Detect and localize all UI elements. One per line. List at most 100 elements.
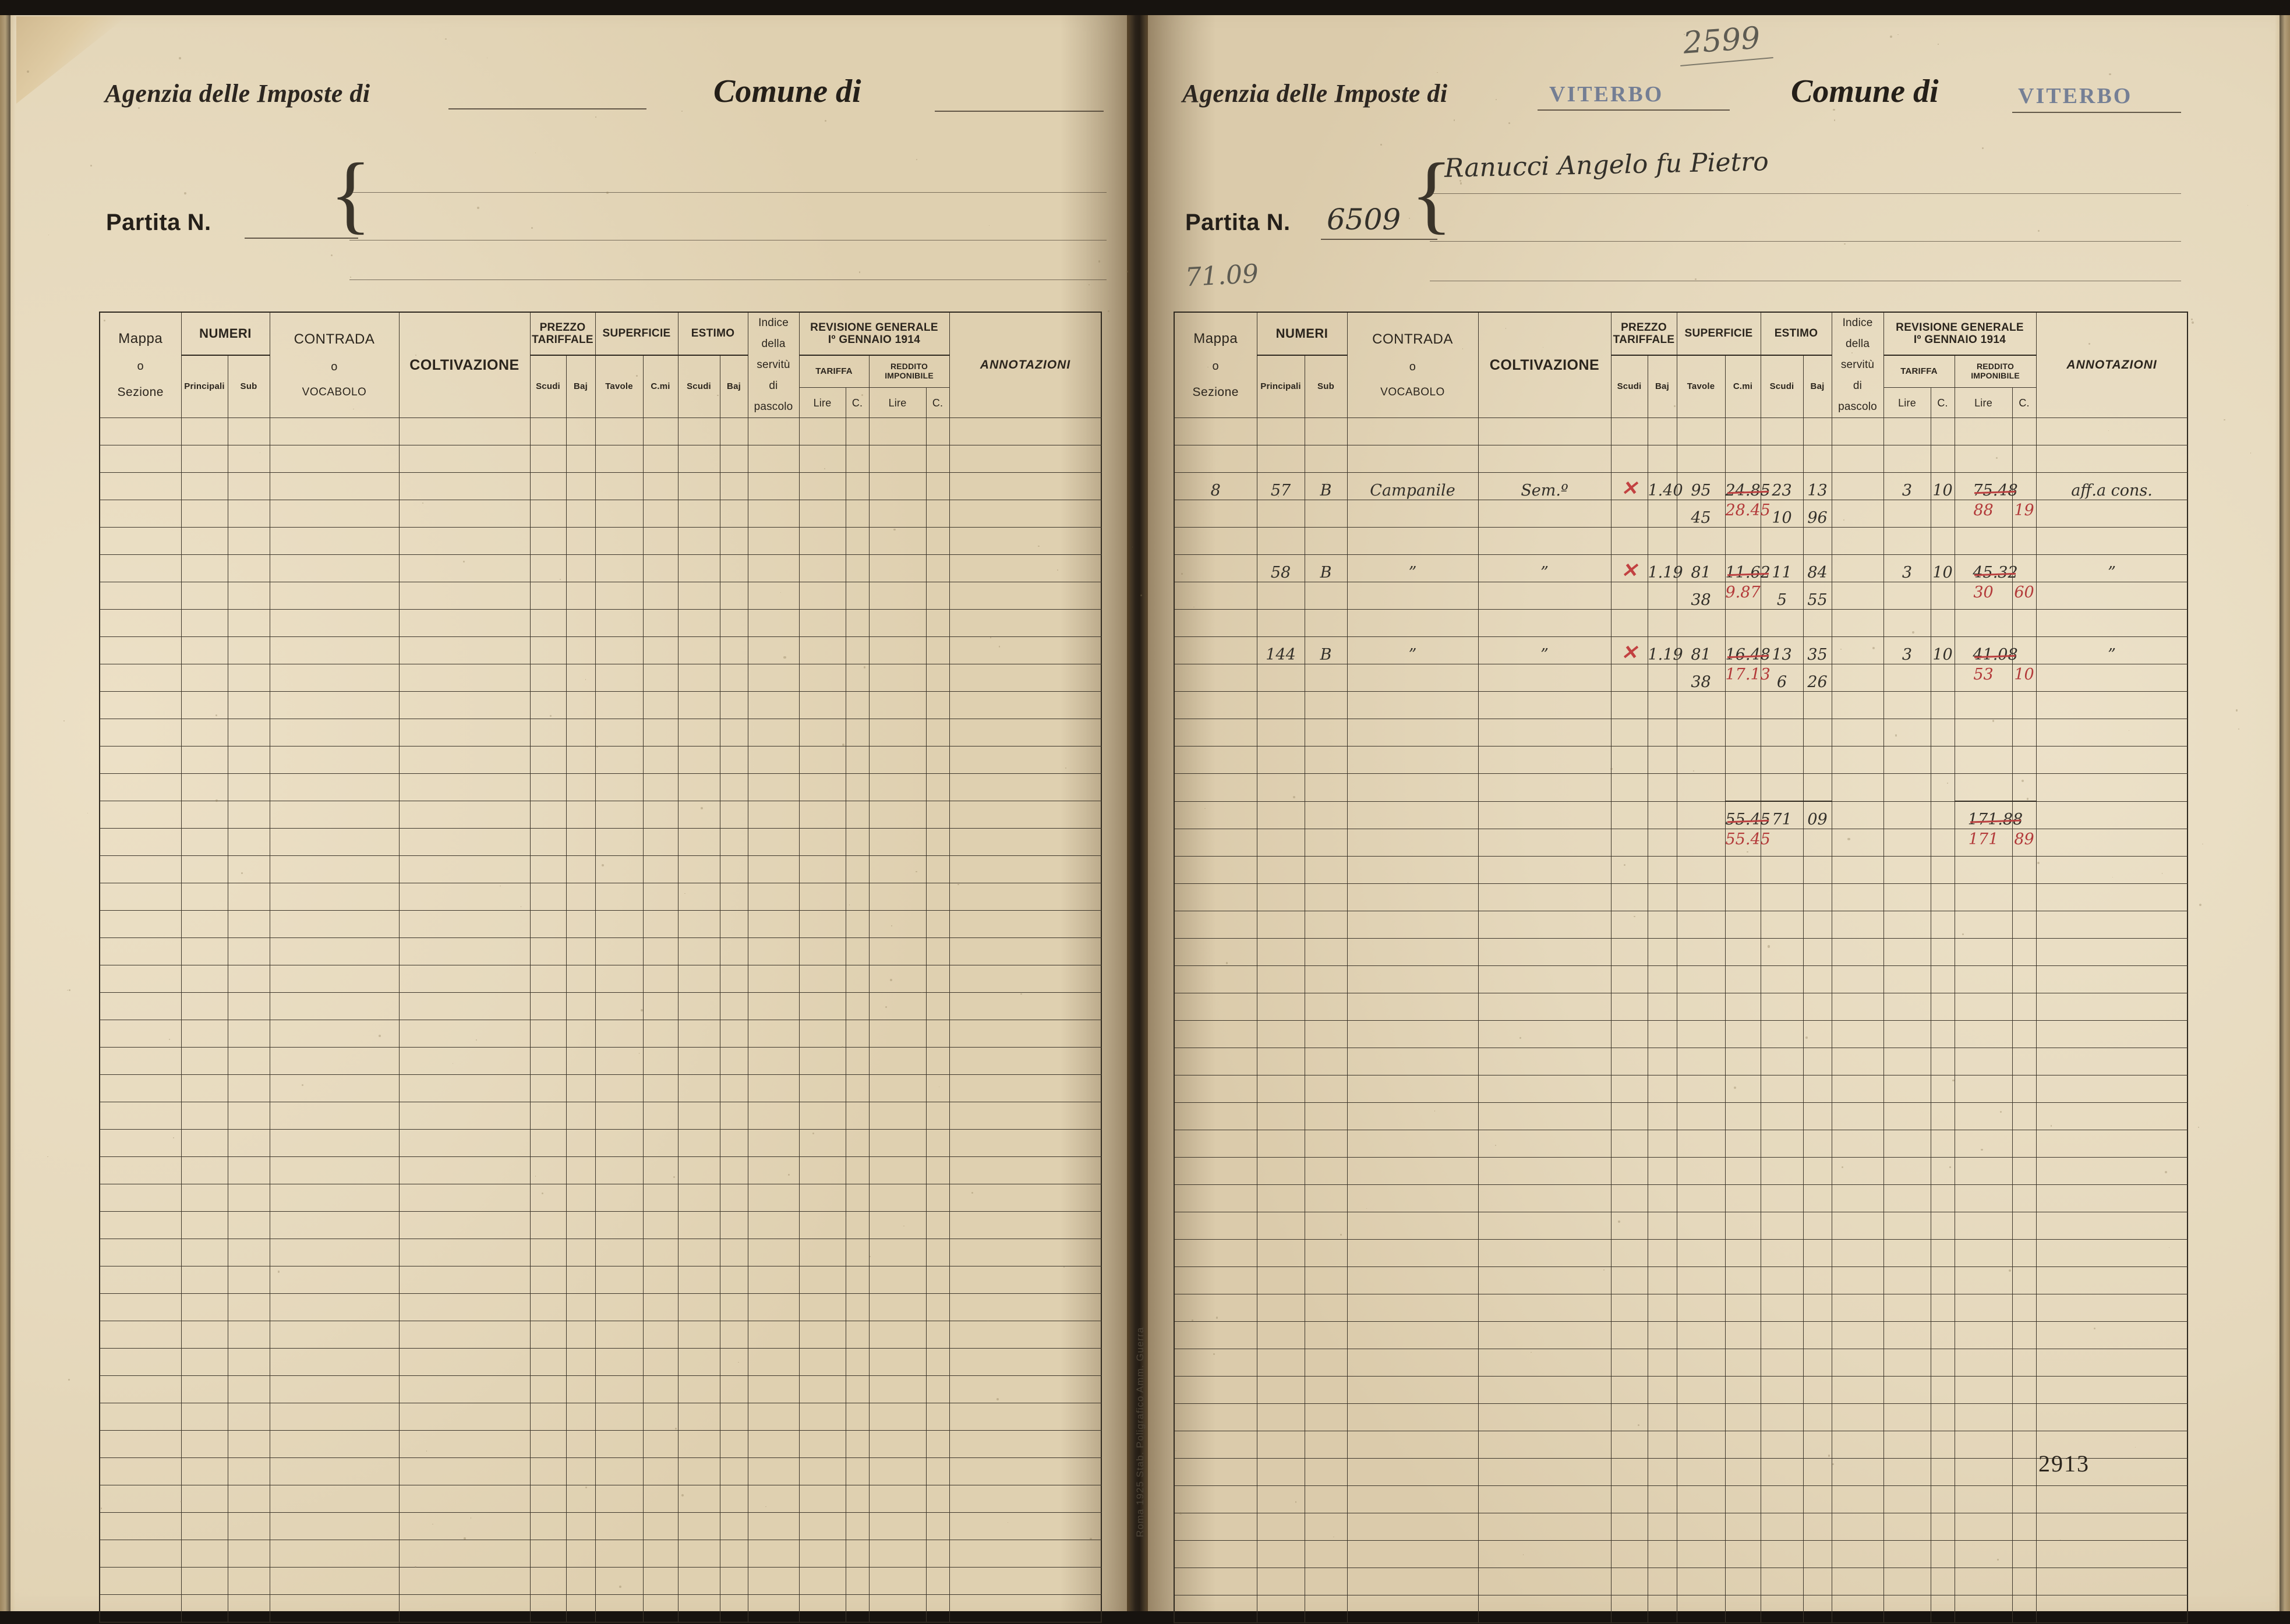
table-cell[interactable]: 5: [1761, 582, 1803, 610]
table-cell[interactable]: [100, 856, 181, 883]
table-cell[interactable]: [1931, 500, 1955, 528]
table-cell[interactable]: [1174, 1103, 1257, 1130]
table-cell[interactable]: [399, 1513, 530, 1540]
table-cell[interactable]: [1257, 1267, 1305, 1294]
table-cell[interactable]: [399, 1048, 530, 1075]
table-cell[interactable]: [799, 473, 846, 500]
table-cell[interactable]: [270, 1212, 399, 1239]
table-cell[interactable]: [100, 692, 181, 719]
table-cell[interactable]: [1174, 829, 1257, 857]
table-cell[interactable]: [566, 719, 595, 746]
table-cell[interactable]: [2012, 445, 2036, 473]
table-cell[interactable]: [595, 1075, 643, 1102]
table-cell[interactable]: [2012, 884, 2036, 911]
table-cell[interactable]: [1174, 1568, 1257, 1595]
table-cell[interactable]: [1305, 1595, 1347, 1623]
table-cell[interactable]: 8: [1174, 473, 1257, 500]
table-cell[interactable]: [2012, 1541, 2036, 1568]
table-cell[interactable]: [1648, 528, 1677, 555]
table-cell[interactable]: [1478, 911, 1611, 939]
table-cell[interactable]: [1347, 857, 1478, 884]
table-cell[interactable]: [1611, 774, 1648, 802]
table-cell[interactable]: [846, 418, 869, 445]
table-cell[interactable]: [869, 528, 926, 555]
table-cell[interactable]: [799, 774, 846, 801]
table-cell[interactable]: [926, 719, 949, 746]
table-cell[interactable]: [869, 610, 926, 637]
table-cell[interactable]: [2012, 1431, 2036, 1459]
table-cell[interactable]: [228, 1321, 270, 1349]
table-cell[interactable]: 53: [1955, 664, 2012, 692]
table-cell[interactable]: [949, 555, 1101, 582]
table-cell[interactable]: [926, 1513, 949, 1540]
table-cell[interactable]: [566, 418, 595, 445]
table-cell[interactable]: [1648, 1322, 1677, 1349]
table-cell[interactable]: [1611, 692, 1648, 719]
table-cell[interactable]: [1883, 993, 1931, 1021]
table-cell[interactable]: [1305, 1267, 1347, 1294]
table-cell[interactable]: [530, 1239, 566, 1266]
table-cell[interactable]: [399, 1431, 530, 1458]
table-cell[interactable]: [1677, 1075, 1725, 1103]
table-cell[interactable]: [228, 1568, 270, 1595]
table-cell[interactable]: [530, 582, 566, 610]
table-cell[interactable]: [748, 1540, 799, 1568]
table-cell[interactable]: [1955, 1568, 2012, 1595]
table-cell[interactable]: [643, 1266, 678, 1294]
table-cell[interactable]: [270, 1513, 399, 1540]
table-cell[interactable]: [270, 1595, 399, 1623]
table-cell[interactable]: 57: [1257, 473, 1305, 500]
table-cell[interactable]: [1955, 1103, 2012, 1130]
table-cell[interactable]: 30: [1955, 582, 2012, 610]
table-cell[interactable]: [846, 1157, 869, 1184]
table-cell[interactable]: [949, 965, 1101, 993]
table-cell[interactable]: [100, 1540, 181, 1568]
table-cell[interactable]: [1725, 1513, 1761, 1541]
table-cell[interactable]: [100, 1595, 181, 1623]
table-cell[interactable]: [678, 719, 720, 746]
table-cell[interactable]: [595, 418, 643, 445]
table-cell[interactable]: [100, 1376, 181, 1403]
table-cell[interactable]: [2012, 1459, 2036, 1486]
table-cell[interactable]: [1347, 1130, 1478, 1158]
table-cell[interactable]: [1305, 1185, 1347, 1212]
table-cell[interactable]: [566, 1102, 595, 1130]
table-cell[interactable]: [1174, 1404, 1257, 1431]
table-cell[interactable]: [1725, 1103, 1761, 1130]
table-cell[interactable]: [678, 1540, 720, 1568]
table-cell[interactable]: [1931, 829, 1955, 857]
table-cell[interactable]: [643, 774, 678, 801]
table-row[interactable]: 8 57 B Campanile Sem.º ✕ 1.40 95 24.85 23 13 3 10 75.…: [1174, 473, 2187, 500]
table-cell[interactable]: [1677, 1431, 1725, 1459]
table-cell[interactable]: [1931, 1568, 1955, 1595]
table-cell[interactable]: [1305, 1294, 1347, 1322]
table-row[interactable]: [1174, 1158, 2187, 1185]
table-cell[interactable]: [720, 774, 748, 801]
table-cell[interactable]: [1611, 664, 1648, 692]
table-cell[interactable]: [1803, 993, 1832, 1021]
table-cell[interactable]: [100, 774, 181, 801]
table-cell[interactable]: [181, 1485, 228, 1513]
table-cell[interactable]: [949, 637, 1101, 664]
table-cell[interactable]: [949, 1568, 1101, 1595]
table-cell[interactable]: [720, 1540, 748, 1568]
table-cell[interactable]: [1347, 829, 1478, 857]
table-cell[interactable]: [595, 1157, 643, 1184]
table-cell[interactable]: [1725, 1322, 1761, 1349]
table-cell[interactable]: [566, 1540, 595, 1568]
table-cell[interactable]: [2036, 1267, 2187, 1294]
table-cell[interactable]: [1305, 884, 1347, 911]
table-cell[interactable]: [799, 965, 846, 993]
table-row[interactable]: [100, 1321, 1101, 1349]
table-cell[interactable]: [530, 664, 566, 692]
table-cell[interactable]: [595, 1349, 643, 1376]
table-cell[interactable]: [1611, 1048, 1648, 1075]
table-cell[interactable]: [1931, 582, 1955, 610]
table-cell[interactable]: [1677, 993, 1725, 1021]
table-cell[interactable]: [1931, 1459, 1955, 1486]
table-cell[interactable]: [720, 473, 748, 500]
table-cell[interactable]: [1832, 719, 1883, 746]
table-cell[interactable]: [228, 719, 270, 746]
table-cell[interactable]: [228, 1376, 270, 1403]
table-cell[interactable]: [1803, 966, 1832, 993]
